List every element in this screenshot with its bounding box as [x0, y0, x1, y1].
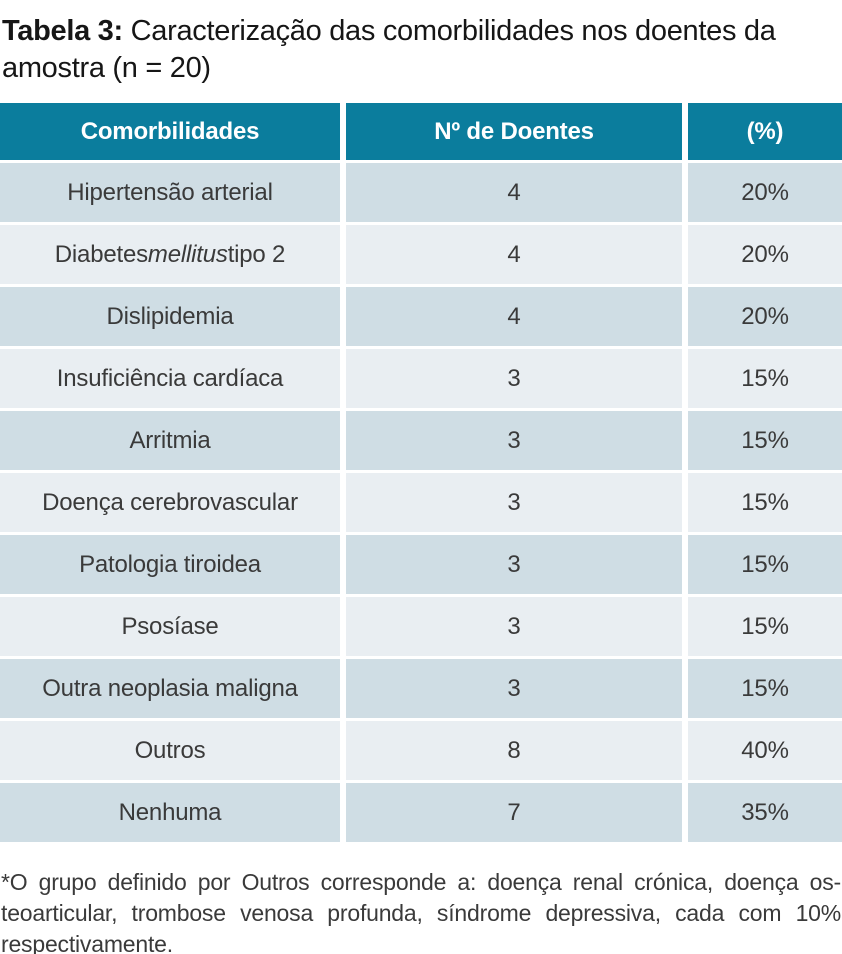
cell-percent: 15% — [688, 473, 842, 532]
cell-percent: 20% — [688, 163, 842, 222]
cell-text: Dislipidemia — [106, 302, 234, 330]
cell-n-doentes: 4 — [346, 163, 682, 222]
cell-text-italic: mellitus — [147, 240, 228, 268]
cell-percent: 40% — [688, 721, 842, 780]
column-header-percent: (%) — [688, 103, 842, 160]
cell-text: Hipertensão arterial — [67, 178, 273, 206]
table-title-line1: Tabela 3: Caracterização das comorbilida… — [2, 13, 842, 50]
cell-comorbidity: Nenhuma — [0, 783, 340, 842]
table-title: Tabela 3: Caracterização das comorbilida… — [0, 0, 842, 87]
cell-text: Doença cerebrovascular — [42, 488, 298, 516]
footnote-line: respectivamente. — [1, 931, 173, 954]
cell-percent: 20% — [688, 287, 842, 346]
cell-n-doentes: 3 — [346, 473, 682, 532]
cell-comorbidity: Doença cerebrovascular — [0, 473, 340, 532]
cell-text: Nenhuma — [118, 798, 222, 826]
cell-percent: 35% — [688, 783, 842, 842]
cell-comorbidity: Hipertensão arterial — [0, 163, 340, 222]
column-header-comorbilidades: Comorbilidades — [0, 103, 340, 160]
cell-percent: 15% — [688, 411, 842, 470]
cell-percent: 15% — [688, 659, 842, 718]
cell-n-doentes: 3 — [346, 349, 682, 408]
cell-n-doentes: 3 — [346, 535, 682, 594]
cell-comorbidity: Patologia tiroidea — [0, 535, 340, 594]
cell-comorbidity: Outra neoplasia maligna — [0, 659, 340, 718]
table-title-label: Tabela 3: — [2, 15, 123, 47]
comorbidities-table: Comorbilidades Nº de Doentes (%) Hiperte… — [0, 103, 842, 842]
table-title-text: Caracterização das comorbilidades nos do… — [122, 15, 776, 47]
table-title-line2: amostra (n = 20) — [2, 52, 211, 84]
cell-n-doentes: 3 — [346, 597, 682, 656]
cell-percent: 15% — [688, 597, 842, 656]
cell-n-doentes: 4 — [346, 287, 682, 346]
cell-comorbidity: Outros — [0, 721, 340, 780]
cell-text: Outros — [134, 736, 206, 764]
cell-n-doentes: 3 — [346, 411, 682, 470]
cell-comorbidity: Insuficiência cardíaca — [0, 349, 340, 408]
cell-text: Patologia tiroidea — [79, 550, 261, 578]
cell-n-doentes: 8 — [346, 721, 682, 780]
cell-comorbidity: Diabetes mellitus tipo 2 — [0, 225, 340, 284]
cell-percent: 15% — [688, 349, 842, 408]
cell-text: Psosíase — [121, 612, 219, 640]
cell-percent: 15% — [688, 535, 842, 594]
cell-comorbidity: Dislipidemia — [0, 287, 340, 346]
cell-n-doentes: 7 — [346, 783, 682, 842]
footnote-line: *O grupo definido por Outros corresponde… — [1, 869, 841, 895]
cell-text: Diabetes — [54, 240, 148, 268]
cell-n-doentes: 3 — [346, 659, 682, 718]
footnote-line: teoarticular, trombose venosa profunda, … — [1, 900, 841, 926]
cell-text: Arritmia — [129, 426, 211, 454]
cell-n-doentes: 4 — [346, 225, 682, 284]
cell-text: tipo 2 — [227, 240, 286, 268]
column-header-n-doentes: Nº de Doentes — [346, 103, 682, 160]
table-footnote: *O grupo definido por Outros corresponde… — [0, 867, 842, 954]
cell-text: Insuficiência cardíaca — [56, 364, 284, 392]
cell-comorbidity: Psosíase — [0, 597, 340, 656]
cell-text: Outra neoplasia maligna — [42, 674, 298, 702]
cell-percent: 20% — [688, 225, 842, 284]
cell-comorbidity: Arritmia — [0, 411, 340, 470]
